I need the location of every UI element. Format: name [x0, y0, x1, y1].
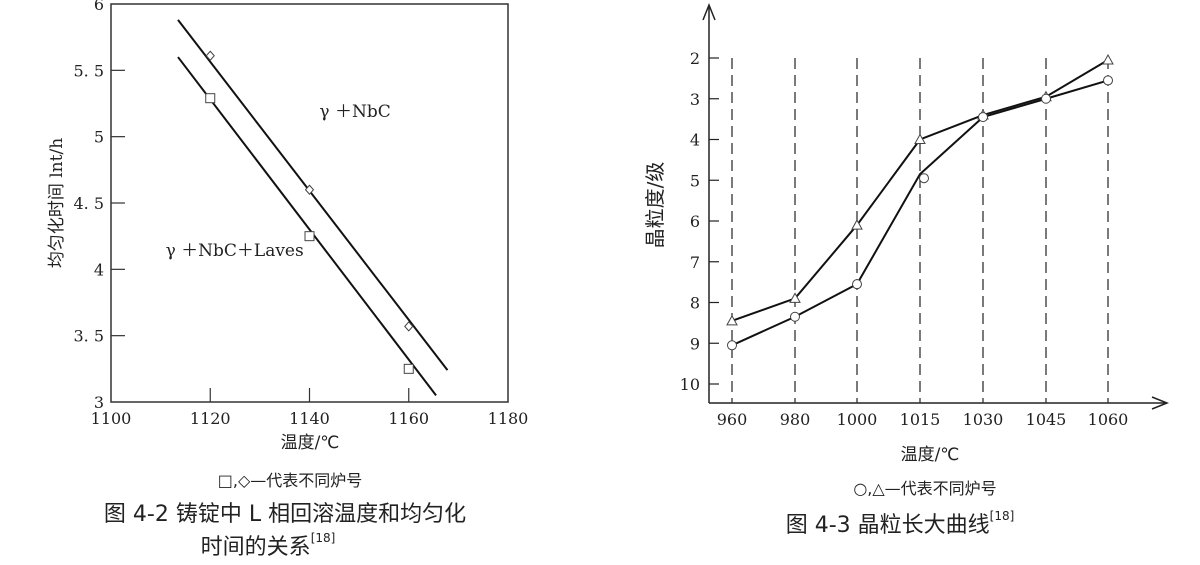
- marker-note: □,◇—代表不同炉号: [218, 471, 363, 490]
- circle-marker: [919, 173, 929, 184]
- fit-line-square: [177, 56, 437, 396]
- y-axis-label: 晶粒度/级: [643, 162, 667, 249]
- x-tick-label: 1140: [289, 409, 330, 428]
- y-tick-label: 6: [690, 212, 700, 231]
- x-tick-label: 1120: [190, 409, 231, 428]
- x-axis-arrow: [1151, 396, 1170, 410]
- y-tick-label: 9: [690, 334, 700, 353]
- y-axis-arrow: [702, 2, 716, 21]
- diamond-marker: [404, 321, 414, 332]
- triangle-marker: [789, 292, 801, 303]
- figure-title: 图 4-2 铸锭中 L 相回溶温度和均匀化: [104, 502, 466, 527]
- circle-marker: [1103, 75, 1113, 86]
- y-tick-label: 3. 5: [73, 327, 104, 346]
- x-tick-label: 1100: [91, 409, 132, 428]
- circle-marker: [790, 311, 800, 322]
- x-tick-label: 1015: [900, 410, 941, 429]
- x-tick-label: 1160: [388, 409, 429, 428]
- x-tick-label: 960: [717, 410, 748, 429]
- x-axis-label: 温度/℃: [901, 445, 960, 465]
- y-tick-label: 6: [94, 0, 104, 14]
- y-tick-label: 5. 5: [73, 61, 104, 80]
- region-label: γ ＋NbC＋Laves: [166, 241, 304, 261]
- y-tick-label: 5: [94, 128, 104, 147]
- plot-frame: [110, 3, 509, 403]
- triangle-marker: [726, 314, 738, 326]
- square-marker: [403, 363, 414, 374]
- circle-marker: [978, 112, 988, 123]
- diamond-marker: [205, 50, 215, 61]
- y-tick-label: 4: [690, 131, 700, 150]
- reference: [18]: [311, 531, 336, 545]
- x-tick-label: 1060: [1088, 410, 1129, 429]
- y-tick-label: 4. 5: [73, 194, 104, 213]
- x-tick-label: 1180: [488, 409, 529, 428]
- fit-line-diamond: [177, 19, 449, 371]
- y-tick-label: 8: [690, 294, 700, 313]
- circle-marker: [852, 279, 862, 290]
- square-marker: [205, 93, 216, 104]
- x-tick-label: 1045: [1026, 410, 1067, 429]
- marker-note: ○,△—代表不同炉号: [853, 479, 996, 498]
- chart-4-3: 晶粒度/级 温度/℃ ○,△—代表不同炉号 图 4-3 晶粒长大曲线[18] 2…: [643, 2, 1170, 538]
- triangle-marker: [1102, 54, 1114, 65]
- y-tick-label: 4: [94, 260, 104, 279]
- y-tick-label: 10: [680, 375, 700, 394]
- reference: [18]: [990, 509, 1015, 523]
- figure-title: 图 4-3 晶粒长大曲线[18]: [786, 509, 1015, 538]
- x-tick-label: 1030: [963, 410, 1004, 429]
- y-tick-label: 5: [690, 171, 700, 190]
- x-tick-label: 1000: [837, 410, 878, 429]
- circle-marker: [727, 340, 737, 351]
- figure-title-line2: 时间的关系[18]: [201, 531, 336, 560]
- y-tick-label: 3: [690, 90, 700, 109]
- triangle-marker: [851, 219, 863, 230]
- diamond-marker: [304, 184, 315, 195]
- triangle-marker: [914, 133, 926, 144]
- square-marker: [304, 231, 315, 242]
- y-tick-label: 2: [690, 49, 700, 68]
- y-tick-label: 7: [690, 253, 700, 272]
- y-axis-label: 均匀化时间 lnt/h: [47, 138, 67, 268]
- x-axis-label: 温度/℃: [281, 433, 340, 453]
- region-label: γ ＋NbC: [319, 102, 390, 122]
- y-tick-label: 3: [94, 393, 104, 412]
- x-tick-label: 980: [780, 410, 811, 429]
- chart-4-2: 均匀化时间 lnt/h 温度/℃ □,◇—代表不同炉号 图 4-2 铸锭中 L …: [47, 0, 528, 560]
- circle-marker: [1041, 93, 1051, 104]
